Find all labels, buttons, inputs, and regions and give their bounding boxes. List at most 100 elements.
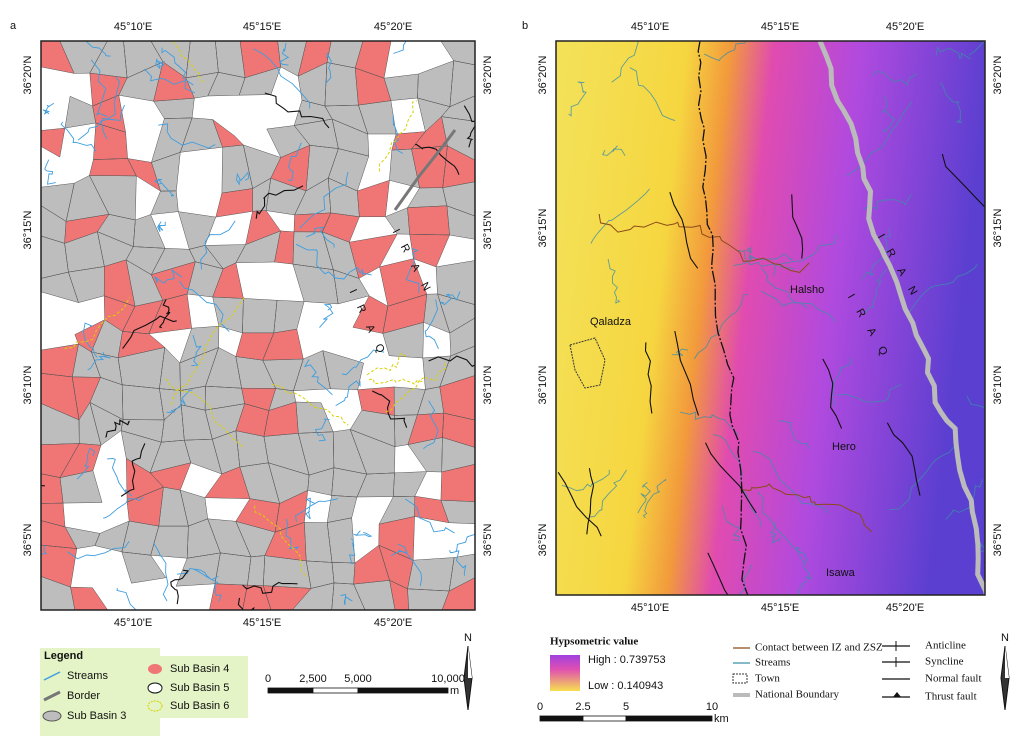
legend-sb6 (147, 700, 163, 712)
sub-basin-6 (64, 41, 447, 578)
north-arrow-half (1005, 646, 1009, 678)
lon-label: 45°20'E (374, 21, 412, 33)
scale-seg (582, 715, 627, 722)
lat-label: 36°20'N (992, 55, 1004, 94)
map-a (41, 41, 475, 610)
lat-label: 36°15'N (482, 210, 494, 249)
town-label: Halsho (790, 284, 824, 296)
lon-label: 45°20'E (374, 617, 412, 629)
lon-label: 45°10'E (631, 21, 669, 33)
lat-label: 36°15'N (537, 208, 549, 247)
lon-label: 45°10'E (114, 21, 152, 33)
legend-sb3 (42, 710, 62, 722)
legend-item: Town (755, 673, 780, 685)
panel-label: a (10, 20, 17, 32)
panel-label: b (522, 20, 528, 32)
lat-label: 36°20'N (482, 55, 494, 94)
legend-sb5 (147, 682, 163, 694)
legend-low: Low : 0.140943 (588, 680, 663, 692)
lon-label: 45°15'E (243, 617, 281, 629)
frame-b (555, 40, 986, 596)
border (393, 129, 457, 211)
map-b (557, 41, 985, 595)
legend-title: Hypsometric value (550, 636, 638, 648)
north-arrow-half (468, 646, 472, 678)
legend-item: Sub Basin 5 (170, 682, 229, 694)
lat-label: 36°10'N (537, 365, 549, 404)
legend-sym (732, 673, 748, 684)
town-label: Qaladza (590, 316, 632, 328)
town-label: Isawa (826, 567, 856, 579)
lat-label: 36°20'N (537, 55, 549, 94)
hyp-ramp (550, 655, 580, 691)
national-boundary (817, 41, 985, 595)
legend-item: Normal fault (925, 673, 982, 685)
lat-label: 36°15'N (992, 208, 1004, 247)
scale-unit: m (450, 685, 459, 697)
legend-item: Sub Basin 6 (170, 700, 229, 712)
legend-item: Streams (755, 657, 790, 669)
scale-label: 0 (537, 701, 543, 713)
town-qaladza (569, 337, 606, 389)
lon-label: 45°10'E (114, 617, 152, 629)
lon-label: 45°15'E (243, 21, 281, 33)
lat-label: 36°10'N (482, 365, 494, 404)
map-b-bg (556, 41, 985, 595)
lon-label: 45°15'E (761, 602, 799, 614)
scale-label: 5,000 (344, 673, 372, 685)
legend-high: High : 0.739753 (588, 654, 666, 666)
lat-label: 36°15'N (22, 210, 34, 249)
scale-seg (625, 715, 713, 722)
legend-sym (893, 692, 901, 697)
scale-label: 0 (265, 673, 271, 685)
scale-label: 2,500 (299, 673, 327, 685)
streams (561, 41, 985, 595)
legend-stream (43, 671, 61, 681)
lat-label: 36°5'N (482, 524, 494, 557)
lat-label: 36°5'N (537, 524, 549, 557)
legend-item: Border (67, 690, 100, 702)
legend-item: Syncline (925, 656, 964, 668)
legend-item: Sub Basin 4 (170, 663, 229, 675)
legend-item: Contact between IZ and ZSZ (755, 642, 883, 654)
scale-label: 10 (706, 701, 718, 713)
lat-label: 36°10'N (992, 365, 1004, 404)
legend-title: Legend (44, 650, 83, 662)
legend-item: National Boundary (755, 689, 840, 701)
scale-label: 10,000 (431, 673, 465, 685)
scale-seg (312, 687, 359, 694)
lat-label: 36°5'N (992, 524, 1004, 557)
legend-item: Thrust fault (925, 691, 977, 703)
contact (598, 213, 810, 273)
legend-sb4 (148, 664, 162, 674)
sub-basin-5 (41, 92, 475, 610)
legend-item: Streams (67, 670, 108, 682)
north-label: N (1001, 632, 1009, 644)
lon-label: 45°15'E (761, 21, 799, 33)
legend-item: Sub Basin 3 (67, 710, 126, 722)
scale-seg (539, 715, 584, 722)
scale-seg (267, 687, 314, 694)
streams (41, 41, 475, 610)
lon-label: 45°20'E (886, 602, 924, 614)
lon-label: 45°10'E (631, 602, 669, 614)
frame-a (40, 40, 476, 611)
lat-label: 36°10'N (22, 365, 34, 404)
lat-label: 36°5'N (22, 524, 34, 557)
contact (739, 483, 873, 533)
town-label: Hero (832, 441, 856, 453)
scale-label: 2.5 (575, 701, 590, 713)
sub-basin-4 (41, 41, 475, 610)
legend-a-box2 (160, 656, 248, 718)
scale-label: 5 (623, 701, 629, 713)
north-label: N (464, 632, 472, 644)
lon-label: 45°20'E (886, 21, 924, 33)
legend-item: Anticline (925, 640, 966, 652)
thrust (697, 41, 749, 595)
legend-border (43, 690, 61, 702)
faults (557, 153, 985, 595)
scale-unit: km (714, 713, 729, 725)
lat-label: 36°20'N (22, 55, 34, 94)
scale-seg (357, 687, 449, 694)
